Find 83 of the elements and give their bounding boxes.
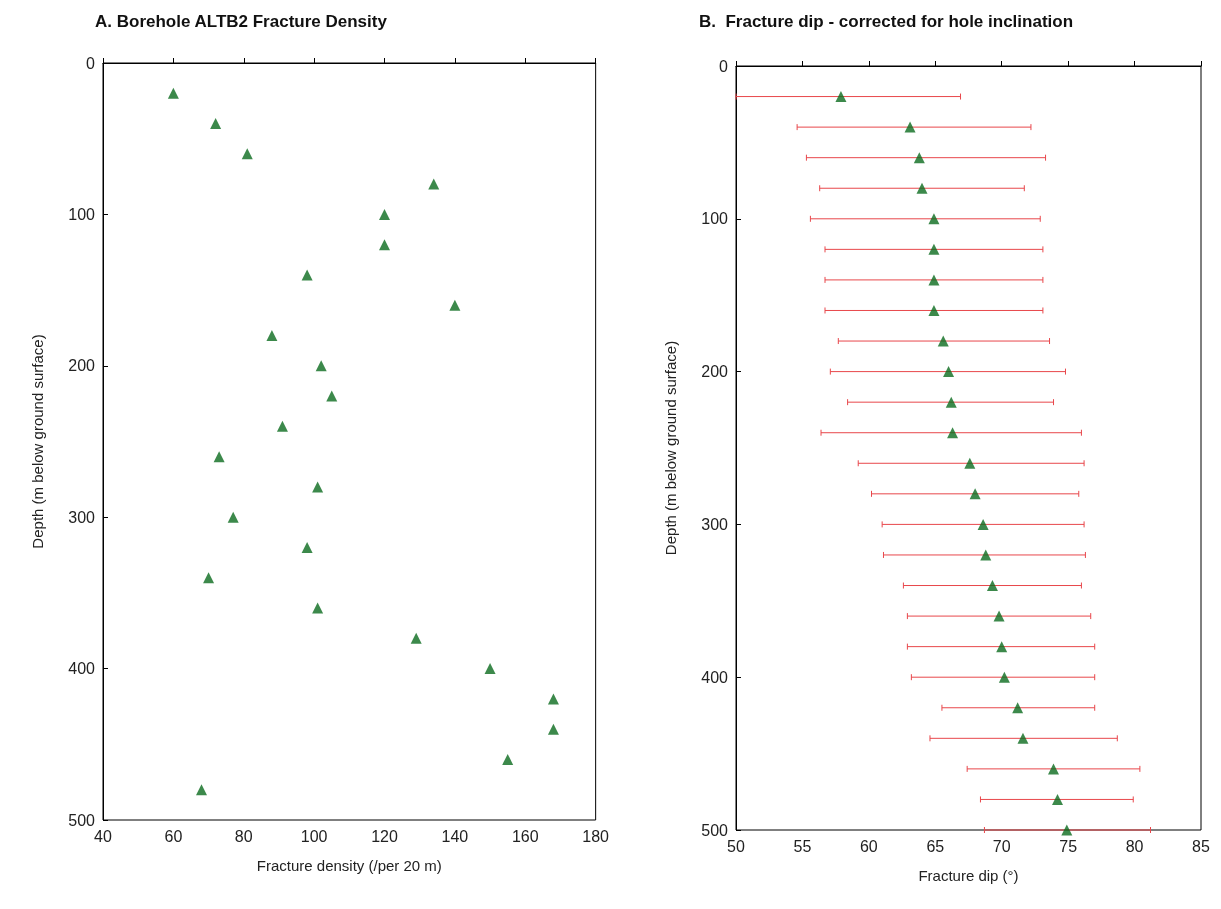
- point: [916, 182, 928, 194]
- x-tick-label: 75: [1059, 837, 1078, 855]
- point: [998, 671, 1010, 683]
- y-tick-label: 500: [68, 811, 96, 829]
- x-tick-label: 180: [582, 827, 610, 845]
- point: [315, 360, 327, 372]
- point: [379, 208, 391, 220]
- y-tick-label: 0: [719, 57, 729, 75]
- point: [484, 663, 496, 675]
- point: [449, 299, 461, 311]
- point: [1012, 702, 1024, 714]
- x-tick-label: 140: [441, 827, 469, 845]
- y-tick-label: 100: [701, 210, 729, 228]
- point: [210, 118, 222, 130]
- point: [835, 91, 847, 103]
- point: [937, 335, 949, 347]
- point: [203, 572, 215, 584]
- point: [1052, 793, 1064, 805]
- x-tick-label: 65: [926, 837, 945, 855]
- x-tick-label: 80: [234, 827, 253, 845]
- point: [547, 723, 559, 735]
- point: [928, 243, 940, 255]
- y-tick-label: 100: [68, 205, 96, 223]
- point: [928, 274, 940, 286]
- point: [1017, 732, 1029, 744]
- x-tick-label: 100: [300, 827, 328, 845]
- y-tick-label: 300: [701, 515, 729, 533]
- point: [196, 784, 208, 796]
- point: [943, 366, 955, 378]
- point: [547, 693, 559, 705]
- y-axis-title: Depth (m below ground surface): [29, 334, 46, 549]
- y-tick-label: 0: [86, 54, 96, 72]
- point: [964, 457, 976, 469]
- point: [928, 304, 940, 316]
- y-tick-label: 400: [68, 660, 96, 678]
- point: [276, 420, 288, 432]
- point: [986, 580, 998, 592]
- y-tick-label: 300: [68, 508, 96, 526]
- x-tick-label: 50: [727, 837, 745, 855]
- x-tick-label: 60: [164, 827, 183, 845]
- point: [266, 330, 278, 342]
- point: [1048, 763, 1060, 775]
- chart-title: B. Fracture dip - corrected for hole inclination: [699, 12, 1074, 31]
- point: [969, 488, 981, 500]
- x-axis-title: Fracture density (/per 20 m): [256, 857, 442, 874]
- x-tick-label: 85: [1192, 837, 1210, 855]
- point: [410, 632, 422, 644]
- x-tick-label: 60: [859, 837, 878, 855]
- point: [993, 610, 1005, 622]
- point: [326, 390, 338, 402]
- x-tick-label: 40: [94, 827, 112, 845]
- point: [301, 541, 313, 553]
- x-tick-label: 70: [992, 837, 1011, 855]
- chart-title: A. Borehole ALTB2 Fracture Density: [95, 12, 388, 31]
- point: [904, 121, 916, 133]
- point: [241, 148, 253, 160]
- x-tick-label: 55: [793, 837, 812, 855]
- point: [227, 511, 239, 523]
- point: [213, 451, 225, 463]
- point: [947, 427, 959, 439]
- point: [996, 641, 1008, 653]
- y-tick-label: 200: [701, 363, 729, 381]
- point: [945, 396, 957, 408]
- x-axis-title: Fracture dip (°): [918, 867, 1019, 884]
- x-tick-label: 160: [511, 827, 539, 845]
- y-tick-label: 400: [701, 668, 729, 686]
- x-tick-label: 120: [371, 827, 398, 845]
- point: [379, 239, 391, 251]
- point: [167, 87, 179, 99]
- point: [977, 518, 989, 530]
- y-tick-label: 500: [701, 821, 729, 839]
- point: [502, 753, 514, 765]
- point: [928, 213, 940, 225]
- point: [913, 152, 925, 164]
- point: [301, 269, 313, 281]
- y-axis-title: Depth (m below ground surface): [662, 340, 679, 556]
- point: [312, 602, 324, 614]
- point: [1061, 824, 1073, 836]
- point: [428, 178, 440, 190]
- x-tick-label: 80: [1125, 837, 1144, 855]
- point: [980, 549, 992, 561]
- point: [312, 481, 324, 493]
- y-tick-label: 200: [68, 357, 96, 375]
